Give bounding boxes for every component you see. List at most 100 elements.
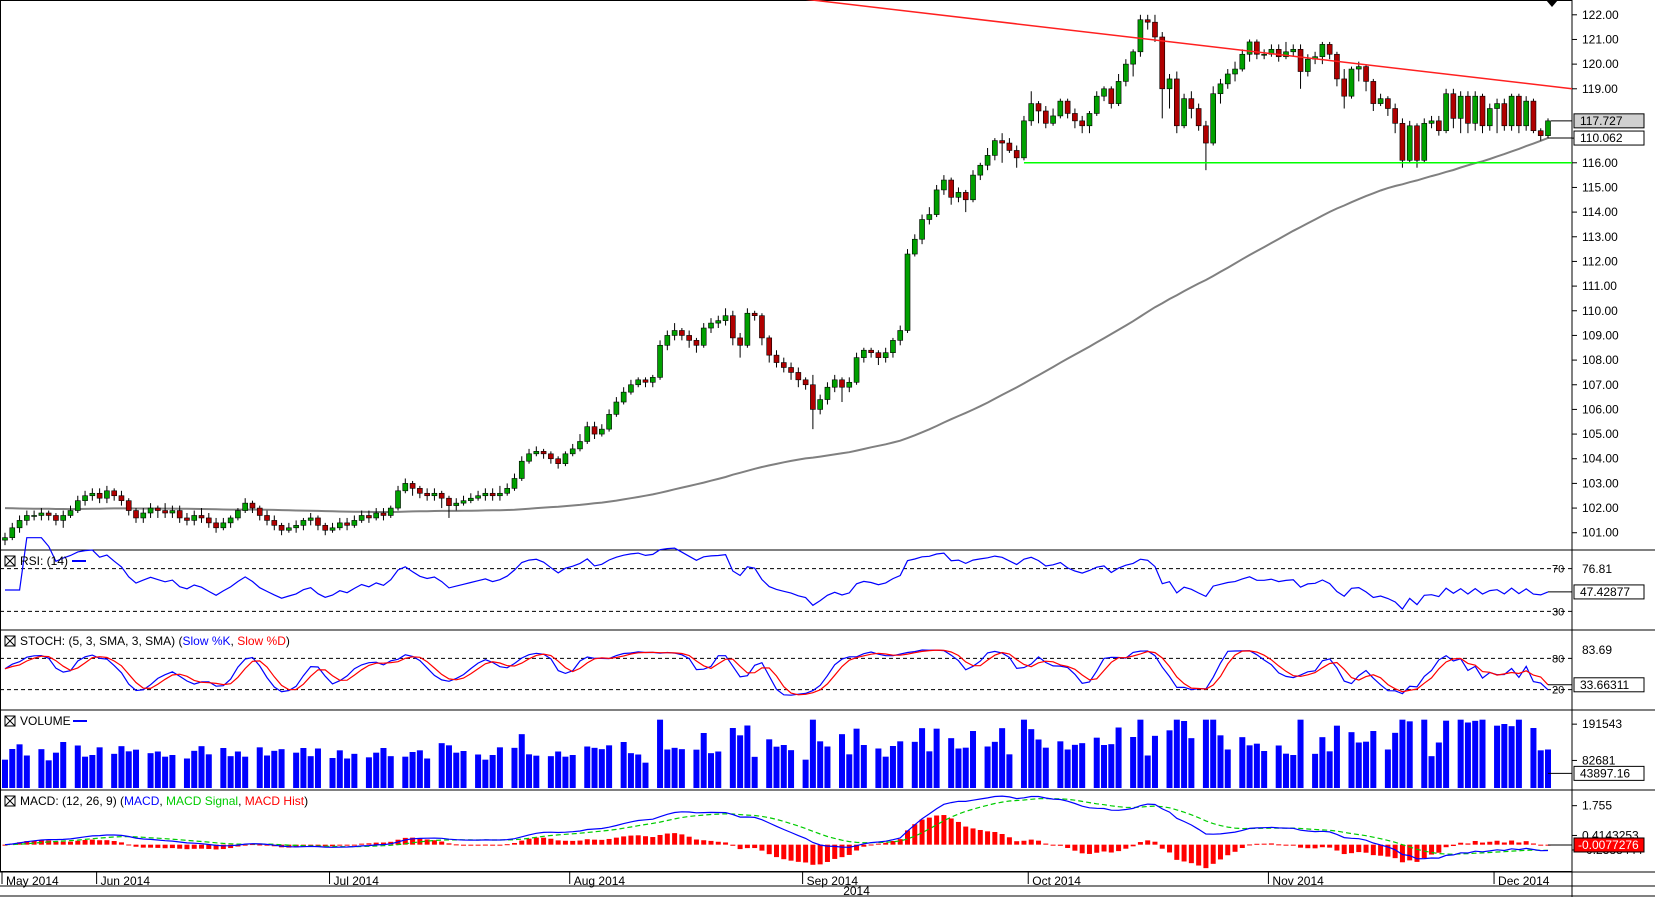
candle[interactable]	[1035, 101, 1042, 124]
candle[interactable]	[955, 187, 962, 203]
candle[interactable]	[518, 456, 525, 481]
price-panel[interactable]: 122.00121.00120.00119.00117.00116.00115.…	[2, 0, 1645, 546]
candle[interactable]	[387, 505, 394, 518]
candle[interactable]	[300, 517, 307, 531]
candle[interactable]	[315, 515, 321, 531]
candle[interactable]	[1013, 145, 1020, 168]
candle[interactable]	[751, 310, 758, 321]
candle[interactable]	[700, 323, 707, 348]
candle[interactable]	[1042, 106, 1049, 129]
candle[interactable]	[351, 515, 358, 528]
rsi-panel[interactable]: 70 30 76.81 47.42877 RSI: (14)	[0, 537, 1645, 619]
candle[interactable]	[104, 485, 110, 504]
candle[interactable]	[1370, 78, 1377, 111]
candle[interactable]	[424, 488, 430, 501]
candle[interactable]	[540, 448, 547, 459]
candle[interactable]	[1166, 73, 1173, 109]
candle[interactable]	[184, 513, 190, 526]
candle[interactable]	[562, 451, 569, 467]
candle[interactable]	[169, 505, 176, 518]
candle[interactable]	[191, 510, 198, 526]
candle[interactable]	[1421, 118, 1428, 163]
candle[interactable]	[1195, 103, 1202, 131]
candle[interactable]	[1319, 41, 1326, 65]
candle[interactable]	[1392, 103, 1398, 134]
candle[interactable]	[911, 234, 918, 257]
candle[interactable]	[155, 505, 161, 518]
candle[interactable]	[249, 500, 256, 514]
candle[interactable]	[16, 515, 23, 533]
candle[interactable]	[693, 337, 700, 353]
candle[interactable]	[1450, 88, 1457, 129]
candle[interactable]	[286, 522, 292, 533]
candle[interactable]	[722, 308, 729, 326]
candle[interactable]	[1355, 61, 1362, 82]
candle[interactable]	[882, 347, 889, 363]
candle[interactable]	[1137, 14, 1144, 57]
candle[interactable]	[9, 522, 16, 541]
candle[interactable]	[620, 387, 627, 405]
candle[interactable]	[329, 522, 336, 533]
candle[interactable]	[1130, 49, 1136, 77]
candle[interactable]	[278, 522, 285, 536]
candle[interactable]	[1399, 118, 1406, 168]
candle[interactable]	[227, 515, 234, 528]
candle[interactable]	[1275, 44, 1282, 62]
candle[interactable]	[839, 377, 845, 403]
candle[interactable]	[737, 332, 743, 358]
candle[interactable]	[1093, 91, 1100, 116]
candle[interactable]	[1203, 120, 1209, 171]
candle[interactable]	[322, 522, 329, 536]
candle[interactable]	[31, 510, 37, 521]
candle[interactable]	[475, 490, 481, 501]
candle[interactable]	[824, 382, 831, 405]
candle[interactable]	[628, 379, 634, 395]
candle[interactable]	[773, 350, 780, 368]
candle[interactable]	[780, 357, 787, 373]
candle[interactable]	[125, 498, 132, 516]
candle[interactable]	[897, 325, 904, 346]
candle[interactable]	[1443, 88, 1449, 134]
candle[interactable]	[606, 409, 612, 432]
candle[interactable]	[380, 508, 387, 521]
candle[interactable]	[395, 485, 401, 511]
candle[interactable]	[1486, 103, 1493, 131]
candle[interactable]	[984, 147, 991, 171]
candle[interactable]	[679, 328, 685, 341]
candle[interactable]	[861, 347, 867, 363]
candle[interactable]	[53, 513, 59, 526]
candle[interactable]	[1217, 78, 1224, 104]
candle[interactable]	[642, 377, 649, 388]
candle[interactable]	[38, 508, 45, 521]
candle[interactable]	[875, 350, 882, 366]
candle[interactable]	[1021, 115, 1027, 161]
candle[interactable]	[1181, 93, 1187, 129]
candle[interactable]	[941, 175, 947, 195]
candle[interactable]	[140, 508, 147, 523]
candle[interactable]	[366, 510, 372, 523]
candle[interactable]	[1494, 98, 1500, 134]
candle[interactable]	[1188, 91, 1195, 119]
candle[interactable]	[1261, 49, 1267, 60]
scroll-marker-icon[interactable]	[1546, 0, 1558, 7]
candle[interactable]	[162, 503, 168, 518]
candle[interactable]	[715, 315, 722, 329]
candle[interactable]	[1123, 59, 1129, 87]
candle[interactable]	[1406, 120, 1413, 163]
candle[interactable]	[133, 508, 139, 523]
candle[interactable]	[904, 249, 911, 333]
candle[interactable]	[431, 488, 438, 501]
macd-panel[interactable]: 1.7550.4143253-0.2388444-0.0077276MACD: …	[2, 794, 1645, 869]
candle[interactable]	[999, 133, 1005, 163]
candle[interactable]	[1436, 115, 1442, 136]
candle[interactable]	[948, 177, 954, 205]
candle[interactable]	[504, 483, 511, 496]
candle[interactable]	[577, 434, 583, 452]
candle[interactable]	[613, 397, 620, 417]
candle[interactable]	[1210, 86, 1216, 146]
candle[interactable]	[649, 374, 656, 388]
candle[interactable]	[235, 508, 241, 521]
candle[interactable]	[671, 323, 678, 341]
candle[interactable]	[24, 510, 30, 526]
candle[interactable]	[373, 508, 379, 521]
